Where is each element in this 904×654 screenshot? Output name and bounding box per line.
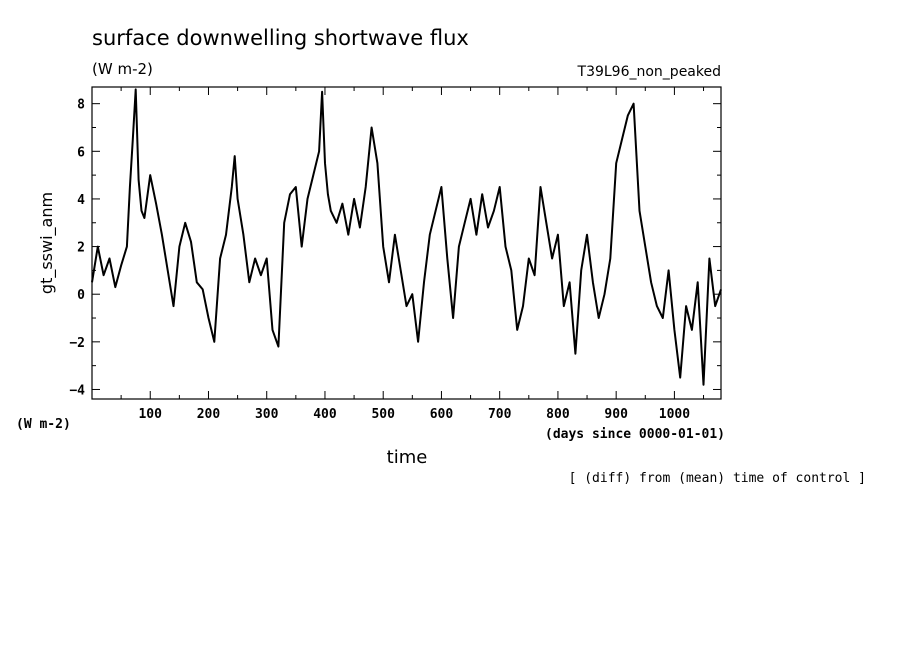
x-tick-label: 900	[604, 407, 628, 422]
series-line	[91, 88, 722, 386]
plot-frame	[91, 86, 722, 400]
y-axis-units: (W m-2)	[16, 417, 71, 432]
footnote: [ (diff) from (mean) time of control ]	[569, 471, 866, 486]
x-tick-label: 800	[546, 407, 570, 422]
x-tick-label: 400	[313, 407, 337, 422]
x-axis-label: time	[387, 447, 428, 468]
x-tick-label: 600	[430, 407, 454, 422]
x-axis: 100 200 300 400 500 600 700 800 900 1000	[120, 87, 705, 422]
y-tick-label: 0	[77, 288, 85, 303]
y-tick-label: 8	[77, 98, 85, 113]
x-tick-label: 200	[197, 407, 221, 422]
y-tick-label: −4	[69, 383, 85, 398]
y-tick-label: 4	[77, 193, 85, 208]
y-axis: −4 −2 0 2 4 6 8	[69, 98, 721, 398]
y-axis-label: gt_sswi_anm	[37, 192, 57, 294]
chart-title: surface downwelling shortwave flux	[92, 26, 469, 50]
chart-subtitle-units: (W m-2)	[92, 60, 153, 78]
y-tick-label: 2	[77, 241, 85, 256]
x-tick-label: 700	[488, 407, 512, 422]
x-tick-label: 500	[371, 407, 395, 422]
x-tick-label: 1000	[659, 407, 690, 422]
run-label: T39L96_non_peaked	[577, 64, 721, 80]
x-tick-label: 300	[255, 407, 279, 422]
x-axis-units: (days since 0000-01-01)	[545, 427, 725, 442]
y-tick-label: −2	[69, 336, 85, 351]
y-tick-label: 6	[77, 145, 85, 160]
x-tick-label: 100	[138, 407, 162, 422]
